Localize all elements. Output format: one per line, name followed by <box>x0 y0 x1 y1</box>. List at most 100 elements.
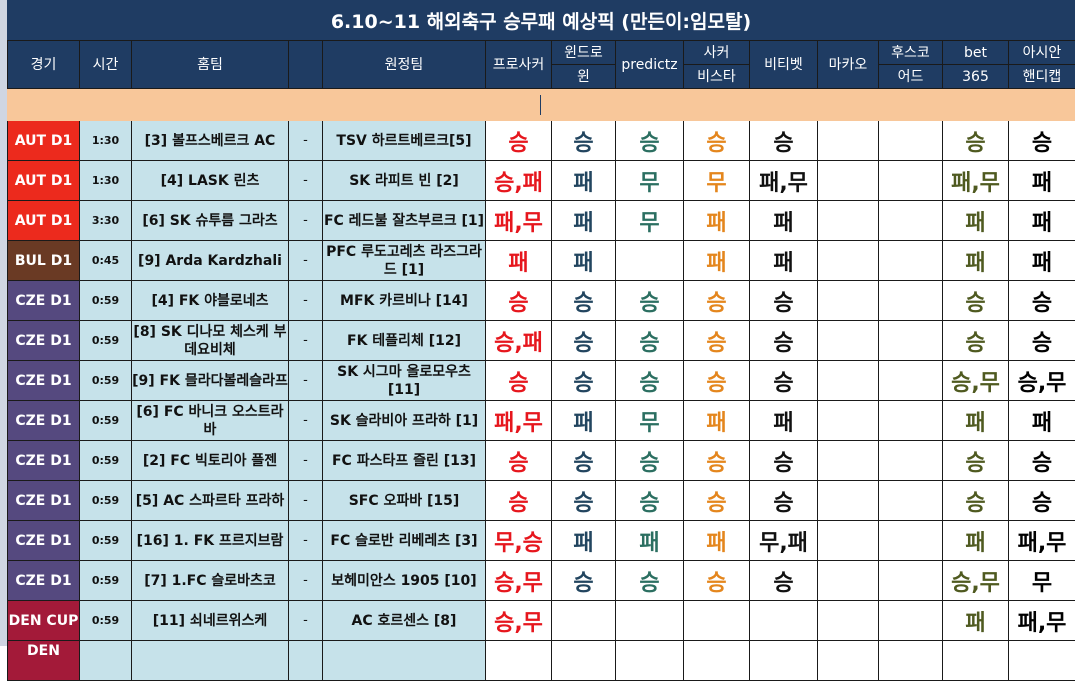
league-cell[interactable]: BUL D1 <box>8 241 80 281</box>
separator-cell[interactable]: - <box>289 561 323 601</box>
pick-macau-cell[interactable] <box>818 161 879 201</box>
pick-asian-cell[interactable]: 승,무 <box>1009 361 1075 401</box>
home-team-cell[interactable]: [6] SK 슈투름 그라츠 <box>132 201 289 241</box>
pick-predictz-cell[interactable]: 승 <box>616 281 684 321</box>
pick-macau-cell[interactable] <box>818 121 879 161</box>
pick-prosoccer-cell[interactable]: 승,무 <box>486 561 552 601</box>
away-team-cell[interactable]: PFC 루도고레츠 라즈그라드 [1] <box>323 241 486 281</box>
league-cell[interactable]: CZE D1 <box>8 401 80 441</box>
pick-betibet-cell[interactable]: 패 <box>750 401 818 441</box>
empty-cell[interactable] <box>323 641 486 681</box>
pick-predictz-cell[interactable]: 승 <box>616 361 684 401</box>
pick-hooscore-cell[interactable] <box>879 281 943 321</box>
pick-asian-cell[interactable]: 패 <box>1009 401 1075 441</box>
pick-macau-cell[interactable] <box>818 561 879 601</box>
empty-cell[interactable] <box>616 641 684 681</box>
pick-soccervista-cell[interactable] <box>684 601 750 641</box>
empty-cell[interactable] <box>684 641 750 681</box>
away-team-cell[interactable]: TSV 하르트베르크[5] <box>323 121 486 161</box>
pick-windrawwin-cell[interactable] <box>552 601 616 641</box>
pick-predictz-cell[interactable]: 무 <box>616 161 684 201</box>
separator-cell[interactable]: - <box>289 321 323 361</box>
pick-prosoccer-cell[interactable]: 승 <box>486 481 552 521</box>
empty-cell[interactable] <box>132 641 289 681</box>
league-cell[interactable]: CZE D1 <box>8 481 80 521</box>
pick-asian-cell[interactable]: 패,무 <box>1009 521 1075 561</box>
empty-cell[interactable] <box>879 641 943 681</box>
pick-asian-cell[interactable]: 승 <box>1009 441 1075 481</box>
empty-cell[interactable] <box>818 641 879 681</box>
pick-bet365-cell[interactable]: 승 <box>943 281 1009 321</box>
pick-betibet-cell[interactable]: 승 <box>750 281 818 321</box>
pick-asian-cell[interactable]: 승 <box>1009 281 1075 321</box>
home-team-cell[interactable]: [9] FK 믈라다볼레슬라프 <box>132 361 289 401</box>
separator-cell[interactable]: - <box>289 281 323 321</box>
pick-soccervista-cell[interactable]: 패 <box>684 201 750 241</box>
away-team-cell[interactable]: SFC 오파바 [15] <box>323 481 486 521</box>
pick-hooscore-cell[interactable] <box>879 161 943 201</box>
home-team-cell[interactable]: [16] 1. FK 프르지브람 <box>132 521 289 561</box>
home-team-cell[interactable]: [4] LASK 린츠 <box>132 161 289 201</box>
pick-macau-cell[interactable] <box>818 201 879 241</box>
pick-macau-cell[interactable] <box>818 441 879 481</box>
league-cell[interactable]: AUT D1 <box>8 161 80 201</box>
pick-prosoccer-cell[interactable]: 패,무 <box>486 401 552 441</box>
pick-asian-cell[interactable]: 승 <box>1009 321 1075 361</box>
pick-betibet-cell[interactable]: 승 <box>750 121 818 161</box>
time-cell[interactable]: 0:59 <box>80 321 132 361</box>
away-team-cell[interactable]: FC 파스타프 즐린 [13] <box>323 441 486 481</box>
pick-soccervista-cell[interactable]: 무 <box>684 161 750 201</box>
pick-hooscore-cell[interactable] <box>879 561 943 601</box>
empty-cell[interactable] <box>486 641 552 681</box>
pick-asian-cell[interactable]: 패 <box>1009 161 1075 201</box>
pick-predictz-cell[interactable]: 패 <box>616 521 684 561</box>
pick-macau-cell[interactable] <box>818 361 879 401</box>
separator-cell[interactable]: - <box>289 601 323 641</box>
pick-soccervista-cell[interactable]: 승 <box>684 561 750 601</box>
away-team-cell[interactable]: FC 슬로반 리베레츠 [3] <box>323 521 486 561</box>
time-cell[interactable]: 1:30 <box>80 121 132 161</box>
pick-soccervista-cell[interactable]: 패 <box>684 401 750 441</box>
pick-windrawwin-cell[interactable]: 패 <box>552 201 616 241</box>
pick-macau-cell[interactable] <box>818 241 879 281</box>
pick-windrawwin-cell[interactable]: 승 <box>552 281 616 321</box>
league-cell[interactable]: DEN CUP <box>8 601 80 641</box>
home-team-cell[interactable]: [5] AC 스파르타 프라하 <box>132 481 289 521</box>
league-cell[interactable]: AUT D1 <box>8 121 80 161</box>
pick-betibet-cell[interactable]: 승 <box>750 441 818 481</box>
pick-windrawwin-cell[interactable]: 패 <box>552 241 616 281</box>
away-team-cell[interactable]: FK 테플리체 [12] <box>323 321 486 361</box>
pick-hooscore-cell[interactable] <box>879 601 943 641</box>
time-cell[interactable]: 0:59 <box>80 281 132 321</box>
separator-cell[interactable]: - <box>289 241 323 281</box>
pick-predictz-cell[interactable] <box>616 601 684 641</box>
pick-predictz-cell[interactable]: 승 <box>616 441 684 481</box>
separator-cell[interactable]: - <box>289 481 323 521</box>
league-cell[interactable]: CZE D1 <box>8 321 80 361</box>
pick-prosoccer-cell[interactable]: 무,승 <box>486 521 552 561</box>
pick-macau-cell[interactable] <box>818 521 879 561</box>
pick-macau-cell[interactable] <box>818 321 879 361</box>
separator-cell[interactable]: - <box>289 161 323 201</box>
pick-hooscore-cell[interactable] <box>879 401 943 441</box>
pick-asian-cell[interactable]: 패 <box>1009 201 1075 241</box>
league-cell[interactable]: CZE D1 <box>8 281 80 321</box>
pick-predictz-cell[interactable] <box>616 241 684 281</box>
pick-windrawwin-cell[interactable]: 승 <box>552 321 616 361</box>
pick-prosoccer-cell[interactable]: 승,패 <box>486 161 552 201</box>
pick-soccervista-cell[interactable]: 승 <box>684 481 750 521</box>
pick-prosoccer-cell[interactable]: 승,패 <box>486 321 552 361</box>
time-cell[interactable]: 0:59 <box>80 601 132 641</box>
pick-macau-cell[interactable] <box>818 601 879 641</box>
spacer-cell[interactable] <box>8 89 1075 121</box>
pick-asian-cell[interactable]: 무 <box>1009 561 1075 601</box>
pick-soccervista-cell[interactable]: 승 <box>684 281 750 321</box>
pick-bet365-cell[interactable]: 승 <box>943 441 1009 481</box>
pick-prosoccer-cell[interactable]: 승,무 <box>486 601 552 641</box>
pick-hooscore-cell[interactable] <box>879 121 943 161</box>
pick-betibet-cell[interactable]: 무,패 <box>750 521 818 561</box>
time-cell[interactable]: 3:30 <box>80 201 132 241</box>
empty-cell[interactable] <box>289 641 323 681</box>
pick-bet365-cell[interactable]: 패 <box>943 521 1009 561</box>
home-team-cell[interactable]: [4] FK 야블로네츠 <box>132 281 289 321</box>
